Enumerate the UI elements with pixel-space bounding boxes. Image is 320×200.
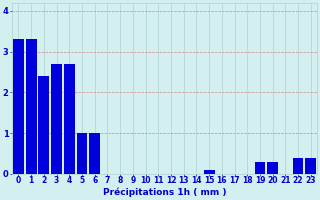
X-axis label: Précipitations 1h ( mm ): Précipitations 1h ( mm ): [103, 188, 226, 197]
Bar: [64, 64, 75, 174]
Bar: [267, 162, 278, 174]
Bar: [38, 76, 49, 174]
Bar: [305, 158, 316, 174]
Bar: [293, 158, 303, 174]
Bar: [13, 39, 24, 174]
Bar: [76, 133, 87, 174]
Bar: [51, 64, 62, 174]
Bar: [26, 39, 36, 174]
Bar: [254, 162, 265, 174]
Bar: [89, 133, 100, 174]
Bar: [204, 170, 214, 174]
